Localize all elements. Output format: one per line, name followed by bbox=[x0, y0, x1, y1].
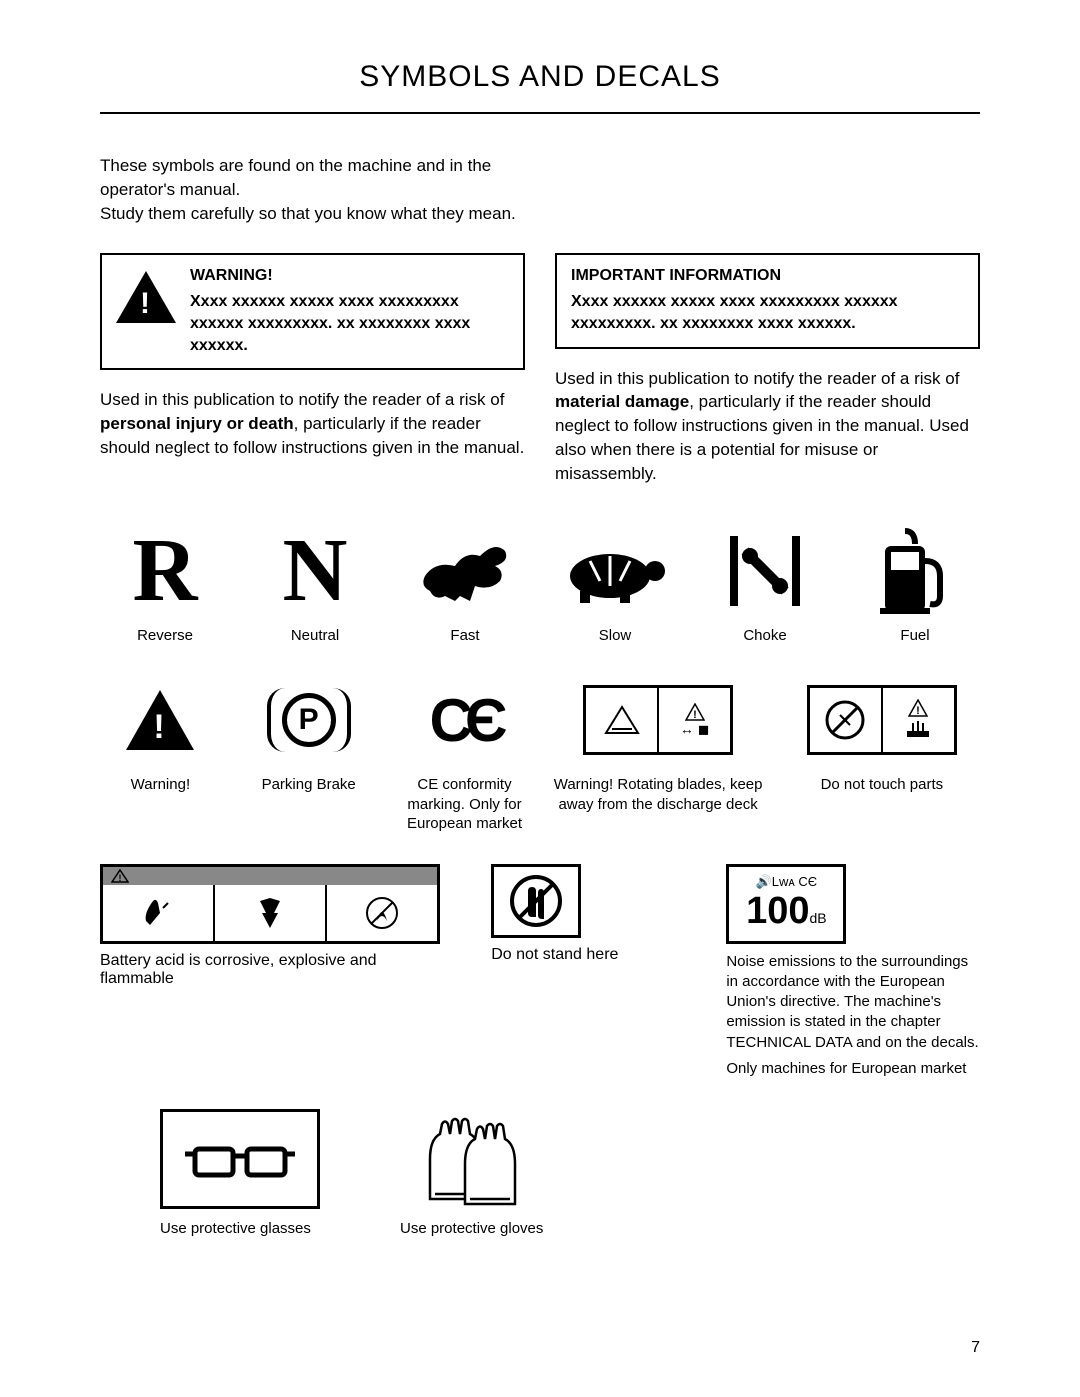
reverse-icon: R bbox=[133, 519, 198, 622]
symbol-do-not-touch: ! Do not touch parts bbox=[784, 675, 980, 834]
symbol-fuel: Fuel bbox=[850, 526, 980, 646]
svg-text:!: ! bbox=[119, 873, 122, 883]
symbol-battery: ! Battery acid is corrosive, explosive a… bbox=[100, 864, 451, 988]
symbol-row-1: R Reverse N Neutral Fast Slow Choke bbox=[100, 526, 980, 646]
protective-gloves-icon bbox=[400, 1109, 530, 1209]
do-not-stand-decal-icon bbox=[491, 864, 581, 938]
symbol-row-3: ! Battery acid is corrosive, explosive a… bbox=[100, 864, 980, 1080]
symbol-neutral: N Neutral bbox=[250, 526, 380, 646]
symbol-slow: Slow bbox=[550, 526, 680, 646]
important-box-title: IMPORTANT INFORMATION bbox=[571, 267, 964, 285]
fuel-pump-icon bbox=[875, 526, 955, 616]
important-box-body: Xxxx xxxxxx xxxxx xxxx xxxxxxxxx xxxxxx … bbox=[571, 291, 964, 334]
important-column: IMPORTANT INFORMATION Xxxx xxxxxx xxxxx … bbox=[555, 253, 980, 485]
warning-triangle-icon bbox=[116, 271, 176, 323]
symbol-rotating-blades: ! ↔ ◼ Warning! Rotating blades, keep awa… bbox=[552, 675, 763, 834]
noise-text-2: Only machines for European market bbox=[726, 1059, 980, 1079]
symbol-choke: Choke bbox=[700, 526, 830, 646]
choke-icon bbox=[720, 526, 810, 616]
symbol-glasses: Use protective glasses bbox=[160, 1109, 320, 1239]
symbol-row-4: Use protective glasses Use protective gl… bbox=[100, 1109, 980, 1239]
tortoise-icon bbox=[560, 536, 670, 606]
symbol-reverse: R Reverse bbox=[100, 526, 230, 646]
svg-text:!: ! bbox=[693, 709, 697, 721]
warning-icon bbox=[126, 690, 194, 750]
noise-decal-icon: 🔊Lᴡᴀ CЄ 100dB bbox=[726, 864, 846, 944]
warning-description: Used in this publication to notify the r… bbox=[100, 388, 525, 459]
page-number: 7 bbox=[971, 1339, 980, 1357]
ce-mark-icon: CЄ bbox=[430, 686, 500, 755]
important-box: IMPORTANT INFORMATION Xxxx xxxxxx xxxxx … bbox=[555, 253, 980, 348]
svg-text:!: ! bbox=[917, 705, 921, 717]
symbol-parking-brake: P Parking Brake bbox=[241, 675, 377, 834]
protective-glasses-icon bbox=[160, 1109, 320, 1209]
warning-box-title: WARNING! bbox=[190, 267, 509, 285]
rabbit-icon bbox=[415, 531, 515, 611]
symbol-row-2: Warning! P Parking Brake CЄ CE conformit… bbox=[100, 675, 980, 834]
battery-decal-icon: ! bbox=[100, 864, 440, 944]
symbol-gloves: Use protective gloves bbox=[400, 1109, 543, 1239]
symbol-do-not-stand: Do not stand here bbox=[491, 864, 686, 964]
symbol-warning: Warning! bbox=[100, 675, 221, 834]
neutral-icon: N bbox=[283, 519, 348, 622]
parking-brake-icon: P bbox=[269, 685, 349, 755]
symbol-fast: Fast bbox=[400, 526, 530, 646]
rotating-blades-decal-icon: ! ↔ ◼ bbox=[583, 685, 733, 755]
do-not-touch-decal-icon: ! bbox=[807, 685, 957, 755]
warning-box-body: Xxxx xxxxxx xxxxx xxxx xxxxxxxxx xxxxxx … bbox=[190, 291, 509, 356]
warning-box: WARNING! Xxxx xxxxxx xxxxx xxxx xxxxxxxx… bbox=[100, 253, 525, 370]
info-boxes-row: WARNING! Xxxx xxxxxx xxxxx xxxx xxxxxxxx… bbox=[100, 253, 980, 485]
noise-text-1: Noise emissions to the surroundings in a… bbox=[726, 952, 980, 1053]
warning-column: WARNING! Xxxx xxxxxx xxxxx xxxx xxxxxxxx… bbox=[100, 253, 525, 485]
symbols-grid: R Reverse N Neutral Fast Slow Choke bbox=[100, 526, 980, 1239]
intro-text: These symbols are found on the machine a… bbox=[100, 154, 520, 225]
symbol-ce: CЄ CE conformity marking. Only for Europ… bbox=[397, 675, 533, 834]
important-description: Used in this publication to notify the r… bbox=[555, 367, 980, 486]
page-title: SYMBOLS AND DECALS bbox=[100, 60, 980, 114]
symbol-noise: 🔊Lᴡᴀ CЄ 100dB Noise emissions to the sur… bbox=[726, 864, 980, 1080]
